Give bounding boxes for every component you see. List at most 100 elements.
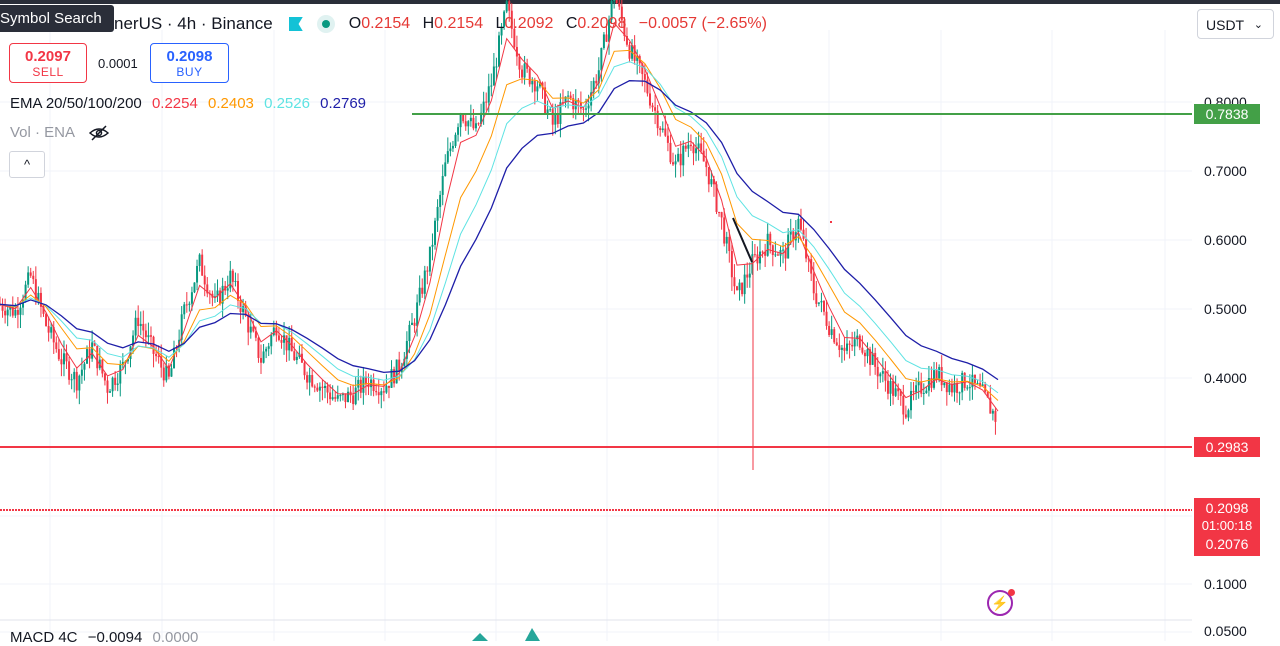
candle-body (293, 351, 296, 361)
candle-body (173, 347, 176, 369)
candle-body (203, 275, 206, 285)
candle-body (561, 102, 564, 104)
lightning-icon[interactable]: ⚡ (987, 589, 1015, 616)
candle-body (592, 80, 595, 93)
candle-body (234, 280, 237, 282)
candle-body (989, 397, 992, 414)
ohlc-values: O0.2154 H0.2154 L0.2092 C0.2098 −0.0057 … (341, 15, 767, 33)
candle-body (359, 379, 362, 393)
candle-body (190, 292, 193, 304)
candle-body (846, 343, 849, 351)
open-value: 0.2154 (361, 15, 411, 32)
level-tag-red[interactable]: 0.2983 (1194, 437, 1260, 457)
candle-body (252, 326, 255, 332)
candle-body (851, 344, 854, 347)
candle-body (387, 385, 390, 388)
candle-body (175, 347, 178, 349)
high-key: H (422, 15, 435, 32)
candle-body (917, 381, 920, 386)
candle-body (802, 229, 805, 239)
candle-body (451, 145, 454, 149)
marker-dot (830, 221, 832, 223)
candle-body (815, 293, 818, 304)
symbol-title[interactable]: nerUS · 4h · Binance (114, 14, 273, 33)
volume-legend[interactable]: Vol · ENA (10, 124, 76, 141)
candle-body (702, 150, 705, 162)
candle-body (313, 386, 316, 388)
candle-body (4, 310, 7, 316)
candle-body (710, 179, 713, 185)
candle-body (723, 217, 726, 244)
macd-legend[interactable]: MACD 4C −0.0094 0.0000 (10, 629, 198, 646)
sell-button[interactable]: 0.2097 SELL (9, 43, 87, 83)
level-tag-green[interactable]: 0.7838 (1194, 104, 1260, 124)
candle-body (597, 70, 600, 84)
eye-hidden-icon[interactable] (89, 125, 109, 141)
candle-body (897, 388, 900, 392)
candle-body (201, 254, 204, 276)
candle-body (114, 377, 117, 385)
candle-body (352, 395, 355, 405)
candle-body (221, 285, 224, 304)
candle-body (354, 387, 357, 405)
candle-body (705, 161, 708, 168)
candle-body (564, 96, 567, 103)
candle-body (329, 392, 332, 400)
candle-body (682, 145, 685, 166)
candle-body (439, 194, 442, 207)
candle-body (971, 374, 974, 388)
collapse-legend-button[interactable]: ^ (9, 151, 45, 178)
candle-body (585, 108, 588, 110)
macd-label: MACD 4C (10, 629, 78, 646)
high-value: 0.2154 (434, 15, 484, 32)
candle-body (810, 259, 813, 274)
candle-body (321, 386, 324, 389)
candle-body (950, 384, 953, 393)
candle-body (500, 26, 503, 36)
candle-body (684, 145, 687, 149)
candle-body (60, 359, 63, 365)
candle-body (126, 359, 129, 362)
ema-legend[interactable]: EMA 20/50/100/200 0.2254 0.2403 0.2526 0… (10, 95, 372, 112)
candle-body (602, 34, 605, 49)
candle-body (431, 244, 434, 247)
candle-body (963, 372, 966, 388)
candle-body (920, 381, 923, 394)
candle-body (441, 176, 444, 195)
candle-body (436, 206, 439, 221)
candle-body (239, 300, 242, 313)
candle-body (904, 414, 907, 418)
candle-body (280, 339, 283, 343)
flag-icon[interactable] (288, 17, 303, 31)
candle-body (405, 340, 408, 359)
candle-body (863, 352, 866, 357)
candle-body (257, 337, 260, 358)
last-price: 0.2098 (1205, 500, 1249, 516)
candle-body (326, 385, 329, 393)
candle-body (170, 368, 173, 377)
market-status-icon[interactable] (316, 15, 335, 33)
candle-body (336, 395, 339, 399)
candle-body (907, 410, 910, 418)
currency-select[interactable]: USDT ⌄ (1197, 9, 1274, 39)
candle-body (121, 361, 124, 365)
symbol-search-tooltip: Symbol Search (0, 5, 114, 32)
candle-body (643, 74, 646, 80)
candle-body (295, 356, 298, 361)
candle-body (968, 387, 971, 389)
candle-body (835, 342, 838, 346)
candle-body (718, 211, 721, 213)
candle-body (426, 270, 429, 272)
candle-body (531, 80, 534, 85)
buy-button[interactable]: 0.2098 BUY (150, 43, 229, 83)
candle-body (922, 392, 925, 394)
candle-body (735, 286, 738, 291)
candle-body (715, 184, 718, 212)
candle-body (876, 366, 879, 377)
candle-body (935, 370, 938, 379)
candle-body (398, 359, 401, 373)
candle-body (689, 144, 692, 147)
macd-histogram (525, 628, 540, 641)
sell-price: 0.2097 (25, 48, 71, 65)
